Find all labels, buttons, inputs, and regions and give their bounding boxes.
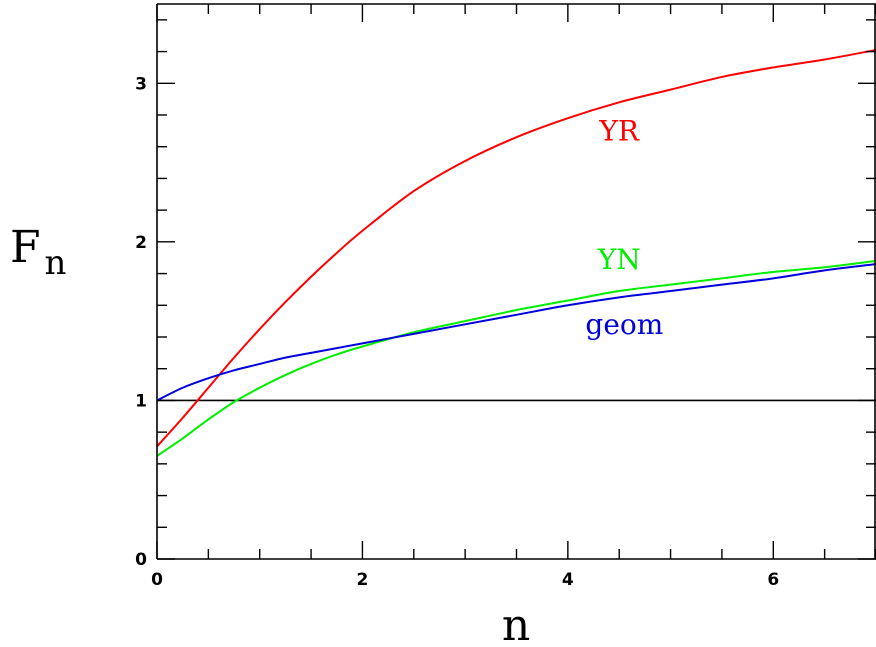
tick-labels-layer: 0 2 4 6 0 1 2 3: [135, 74, 779, 590]
series-line-yr: [156, 49, 876, 448]
y-tick-label: 1: [135, 391, 147, 411]
ticks-layer: [156, 4, 876, 560]
plot-frame: [156, 3, 876, 560]
y-tick-label: 2: [135, 233, 147, 253]
x-tick-label: 0: [151, 570, 163, 590]
series-label-yn: YN: [597, 243, 641, 276]
series-line-yn: [156, 259, 876, 457]
series-layer: [156, 49, 876, 457]
y-tick-label: 0: [135, 550, 147, 570]
x-tick-label: 4: [562, 570, 574, 590]
x-axis-title: n: [502, 600, 530, 647]
series-label-geom: geom: [585, 308, 663, 341]
x-tick-label: 6: [767, 570, 779, 590]
y-axis-title-main: F: [10, 222, 41, 273]
series-line-geom: [156, 263, 876, 402]
series-label-yr: YR: [598, 114, 639, 147]
series-annotations-layer: YR YN geom: [585, 114, 663, 340]
x-tick-label: 2: [357, 570, 369, 590]
y-axis-title-subscript: n: [45, 243, 67, 283]
y-tick-label: 3: [135, 74, 147, 94]
